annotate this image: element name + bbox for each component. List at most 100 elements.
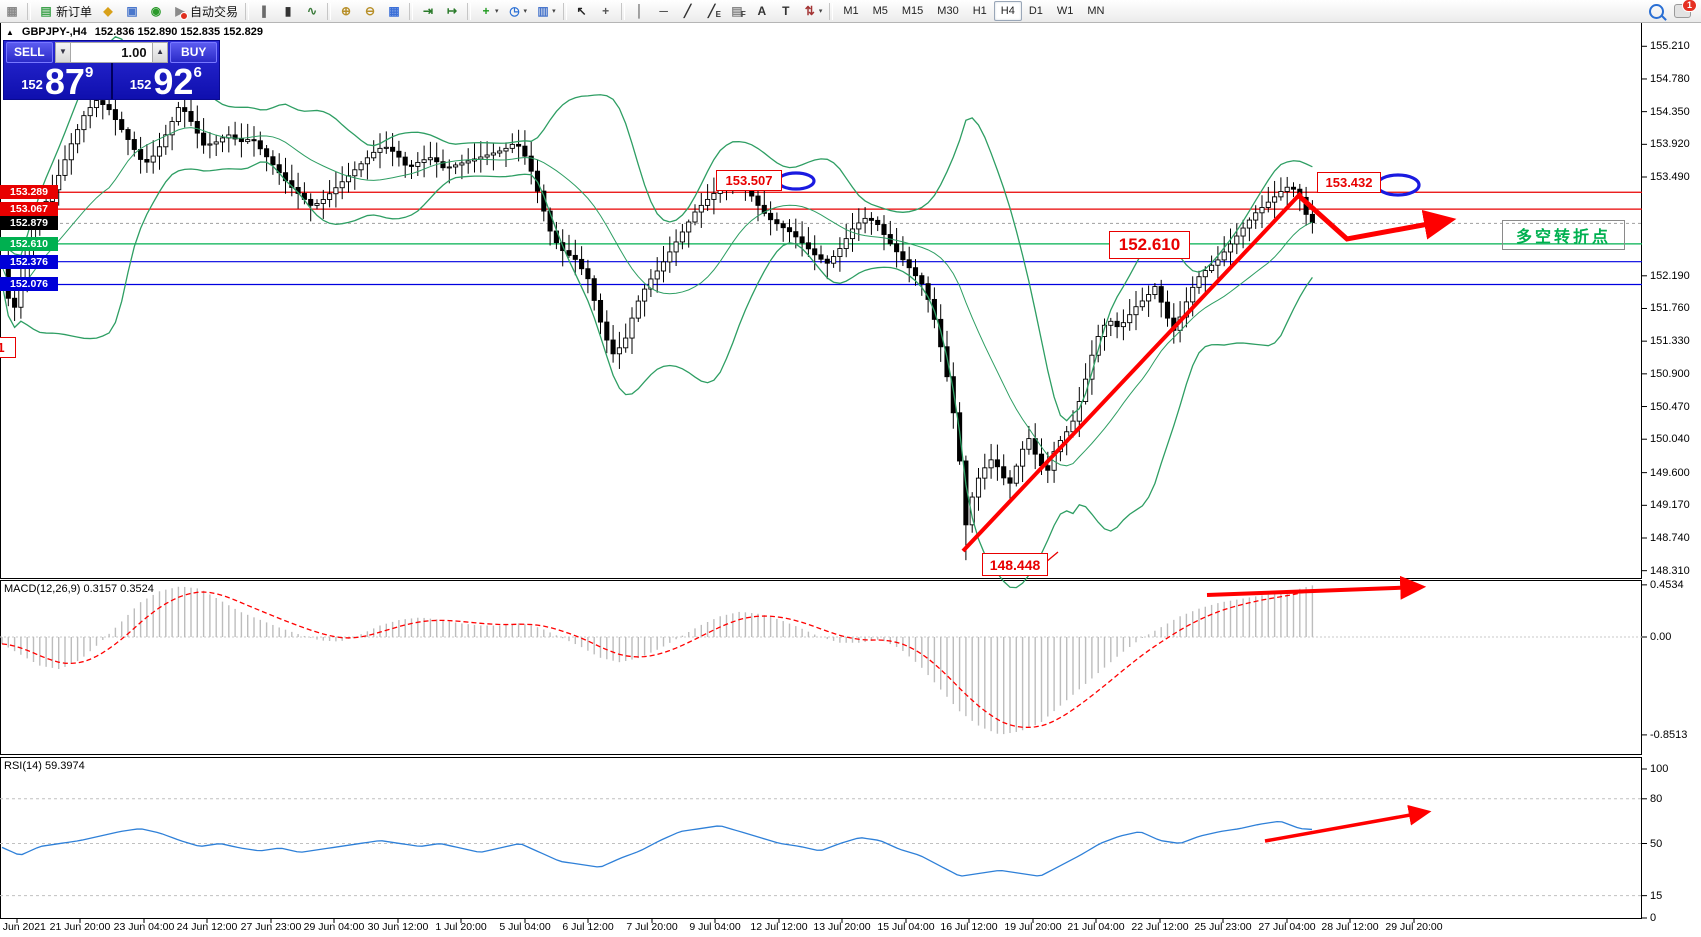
bid-price-button[interactable]: 152 87 9 bbox=[4, 61, 113, 103]
ask-price-point: 6 bbox=[193, 64, 202, 81]
chart-shift-button[interactable]: ↦ bbox=[440, 0, 464, 22]
sell-button[interactable]: SELL bbox=[6, 41, 53, 63]
candle-body bbox=[925, 283, 931, 300]
candle-body bbox=[749, 185, 755, 197]
zoom-out-button[interactable]: ⊖ bbox=[358, 0, 382, 22]
red-zigzag-arrow[interactable] bbox=[1296, 193, 1457, 242]
horizontal-line-icon: ─ bbox=[659, 4, 668, 18]
new-chart-button-caret[interactable]: ▾ bbox=[495, 8, 499, 15]
charts-window-button[interactable]: ▣ bbox=[120, 0, 144, 22]
new-chart-button[interactable]: + ▾ bbox=[474, 0, 503, 22]
main-chart-pane[interactable] bbox=[0, 22, 1642, 579]
toolbar-separator bbox=[409, 2, 414, 20]
candle-body bbox=[12, 297, 18, 308]
rsi-red-arrow[interactable] bbox=[1264, 804, 1432, 843]
timeframe-w1[interactable]: W1 bbox=[1056, 5, 1074, 17]
candle-body bbox=[1234, 235, 1240, 245]
equidistant-channel-button[interactable]: ╱ E bbox=[700, 0, 725, 22]
volume-increase-button[interactable]: ▲ bbox=[151, 41, 169, 63]
timeframe-h1[interactable]: H1 bbox=[972, 5, 987, 17]
candle-body bbox=[264, 148, 270, 158]
bid-price-pips: 87 bbox=[44, 61, 85, 103]
timeframe-m30[interactable]: M30 bbox=[937, 5, 959, 17]
candle-body bbox=[1032, 438, 1038, 455]
chart-collapse-toggle[interactable]: ▲ bbox=[6, 27, 14, 37]
notification-icon[interactable]: 1 bbox=[1674, 0, 1697, 18]
candlestick-chart-button[interactable]: ▮ bbox=[276, 0, 300, 22]
fibonacci-button[interactable]: ▤ F bbox=[725, 0, 750, 22]
timeframe-m15[interactable]: M15 bbox=[901, 5, 924, 17]
candle-body bbox=[56, 174, 62, 191]
ask-price-pips: 92 bbox=[153, 61, 194, 103]
vertical-line-button[interactable]: │ bbox=[628, 0, 652, 22]
macd-red-arrow[interactable] bbox=[1206, 575, 1427, 600]
trendline-button[interactable]: ╱ bbox=[676, 0, 700, 22]
candle-body bbox=[1026, 438, 1032, 450]
auto-scroll-button[interactable]: ⇥ bbox=[416, 0, 440, 22]
candle-body bbox=[1190, 286, 1196, 303]
candle-body bbox=[812, 248, 818, 256]
cursor-button[interactable]: ↖ bbox=[570, 0, 594, 22]
candle-body bbox=[1013, 465, 1019, 484]
candle-body bbox=[818, 254, 824, 260]
bar-chart-button[interactable]: ∥ bbox=[252, 0, 276, 22]
timeframe-h4[interactable]: H4 bbox=[993, 1, 1022, 21]
arrows-button[interactable]: ⇅ ▾ bbox=[798, 0, 827, 22]
timeframe-m1[interactable]: M1 bbox=[843, 5, 859, 17]
timeframe-mn[interactable]: MN bbox=[1087, 5, 1105, 17]
macd-pane[interactable] bbox=[0, 580, 1642, 755]
arrows-button-caret[interactable]: ▾ bbox=[818, 8, 823, 15]
search-icon[interactable] bbox=[1649, 3, 1664, 19]
candle-body bbox=[169, 121, 175, 136]
autotrading-button[interactable]: ▶ 自动交易 bbox=[168, 0, 242, 22]
red-trendline[interactable] bbox=[961, 191, 1303, 553]
candle-body bbox=[327, 193, 333, 200]
new-order-button[interactable]: ▤ 新订单 bbox=[34, 0, 96, 22]
candle-body bbox=[1278, 191, 1284, 198]
charts-window-icon: ▣ bbox=[126, 4, 138, 18]
candle-body bbox=[408, 164, 415, 167]
candle-body bbox=[831, 256, 837, 264]
profiles-button-caret[interactable]: ▾ bbox=[523, 8, 528, 15]
timeframe-m5[interactable]: M5 bbox=[872, 5, 888, 17]
templates-button-caret[interactable]: ▾ bbox=[552, 8, 556, 15]
line-chart-icon: ∿ bbox=[307, 4, 318, 18]
candle-body bbox=[497, 150, 503, 154]
equidistant-channel-button-sub: E bbox=[715, 10, 721, 19]
candle-body bbox=[988, 459, 994, 469]
candle-body bbox=[446, 166, 452, 169]
zoom-in-icon: ⊕ bbox=[341, 4, 352, 18]
candle-body bbox=[390, 146, 396, 152]
signals-button[interactable]: ◉ bbox=[144, 0, 168, 22]
templates-button[interactable]: ▥ ▾ bbox=[531, 0, 560, 22]
candle-body bbox=[610, 339, 616, 355]
volume-decrease-button[interactable]: ▼ bbox=[54, 41, 72, 63]
candle-body bbox=[1127, 314, 1133, 324]
line-chart-button[interactable]: ∿ bbox=[300, 0, 324, 22]
timeframe-d1[interactable]: D1 bbox=[1028, 5, 1043, 17]
candle-body bbox=[352, 169, 358, 177]
crosshair-button[interactable]: + bbox=[594, 0, 618, 22]
market-watch-button[interactable]: ◆ bbox=[96, 0, 120, 22]
zoom-in-button[interactable]: ⊕ bbox=[334, 0, 358, 22]
buy-button[interactable]: BUY bbox=[170, 41, 217, 63]
terminal-window-button[interactable]: ▦ bbox=[0, 0, 24, 22]
candle-body bbox=[843, 238, 849, 250]
volume-input[interactable]: 1.00 bbox=[71, 41, 152, 63]
profiles-button[interactable]: ◷ ▾ bbox=[503, 0, 532, 22]
tile-windows-button[interactable]: ▦ bbox=[382, 0, 406, 22]
ask-price-button[interactable]: 152 92 6 bbox=[113, 61, 220, 103]
candle-body bbox=[774, 219, 780, 225]
candle-body bbox=[453, 164, 459, 168]
horizontal-line-button[interactable]: ─ bbox=[652, 0, 676, 22]
toolbar-separator bbox=[620, 2, 625, 20]
candlestick-chart-icon: ▮ bbox=[284, 4, 292, 18]
text-label-button[interactable]: T bbox=[774, 0, 798, 22]
candle-body bbox=[1196, 276, 1202, 288]
text-button[interactable]: A bbox=[750, 0, 774, 22]
candle-body bbox=[1083, 378, 1089, 402]
candle-body bbox=[415, 161, 421, 167]
new-chart-icon: + bbox=[482, 4, 490, 18]
rsi-pane[interactable] bbox=[0, 757, 1642, 919]
